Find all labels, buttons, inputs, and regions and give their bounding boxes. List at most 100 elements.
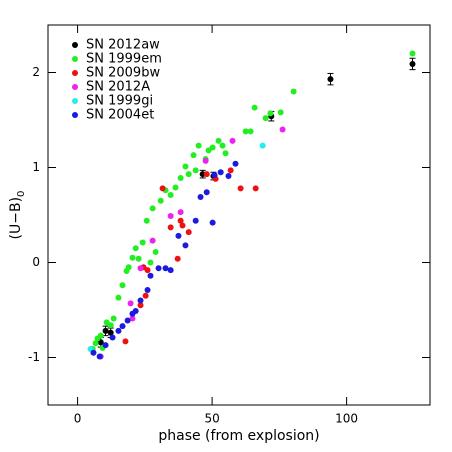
point [115, 327, 122, 334]
point [142, 292, 149, 299]
point [129, 315, 136, 322]
point [167, 267, 174, 274]
point [167, 192, 174, 199]
point [177, 174, 184, 181]
point [202, 157, 209, 164]
point [185, 171, 192, 178]
point [182, 163, 189, 170]
point [327, 76, 334, 83]
point [119, 323, 126, 330]
point [242, 128, 249, 135]
point [92, 340, 99, 347]
point [135, 255, 142, 262]
y-tick-label: 1 [32, 160, 40, 174]
point [290, 88, 297, 95]
legend-label: SN 2004et [86, 108, 154, 123]
point [139, 239, 146, 246]
point [167, 212, 174, 219]
point [209, 144, 216, 151]
point [137, 297, 144, 304]
point [149, 237, 156, 244]
point [179, 222, 186, 229]
point [190, 152, 197, 159]
point [225, 173, 232, 180]
point [177, 217, 184, 224]
point [177, 209, 184, 216]
point [247, 128, 254, 135]
point [102, 342, 109, 349]
y-axis-label-subscript: 0 [16, 191, 27, 197]
point [215, 137, 222, 144]
point [102, 327, 109, 334]
point [119, 282, 126, 289]
point [197, 193, 204, 200]
point [172, 184, 179, 191]
legend-marker [72, 56, 78, 62]
point [409, 50, 416, 57]
point [251, 104, 258, 111]
point [127, 300, 134, 307]
point [157, 197, 164, 204]
legend-marker [72, 70, 78, 76]
x-tick-label: 0 [74, 412, 82, 426]
y-tick-label: 2 [32, 65, 40, 79]
y-axis-label: (U−B)0 [8, 191, 27, 240]
point [147, 272, 154, 279]
point [109, 334, 116, 341]
legend-marker [72, 84, 78, 90]
point [159, 185, 166, 192]
legend-label: SN 2012aw [86, 38, 160, 53]
point [149, 205, 156, 212]
point [144, 287, 151, 294]
point [90, 349, 97, 356]
legend-marker [72, 42, 78, 48]
point [97, 332, 104, 339]
point [137, 265, 144, 272]
point [262, 115, 269, 122]
legend-label: SN 2012A [86, 80, 150, 95]
point [132, 245, 139, 252]
point [125, 264, 132, 271]
point [211, 172, 218, 179]
point [277, 109, 284, 116]
y-tick-label: 0 [32, 255, 40, 269]
x-tick-label: 100 [335, 412, 358, 426]
legend-label: SN 1999em [86, 52, 162, 67]
point [182, 242, 189, 249]
point [229, 137, 236, 144]
point [409, 60, 416, 67]
point [144, 267, 151, 274]
point [155, 265, 162, 272]
point [132, 307, 139, 314]
point [110, 315, 117, 322]
y-tick-label: -1 [28, 350, 40, 364]
point [227, 167, 234, 174]
legend-label: SN 2009bw [86, 66, 160, 81]
point [252, 185, 259, 192]
point [203, 189, 210, 196]
point [174, 255, 181, 262]
legend-marker [72, 112, 78, 118]
point [162, 265, 169, 272]
point [259, 142, 266, 149]
point [232, 160, 239, 167]
x-axis-label: phase (from explosion) [158, 428, 319, 444]
point [217, 169, 224, 176]
y-axis-label-text: (U−B) [8, 197, 24, 240]
point [122, 338, 129, 345]
point [137, 302, 144, 309]
point [219, 142, 226, 149]
plot-frame [47, 24, 431, 406]
point [203, 171, 210, 178]
point [143, 217, 150, 224]
point [107, 329, 114, 336]
point [167, 224, 174, 231]
x-tick-label: 50 [204, 412, 219, 426]
point [209, 219, 216, 226]
point [267, 110, 274, 117]
point [195, 142, 202, 149]
point [96, 353, 103, 360]
legend-marker [72, 98, 78, 104]
